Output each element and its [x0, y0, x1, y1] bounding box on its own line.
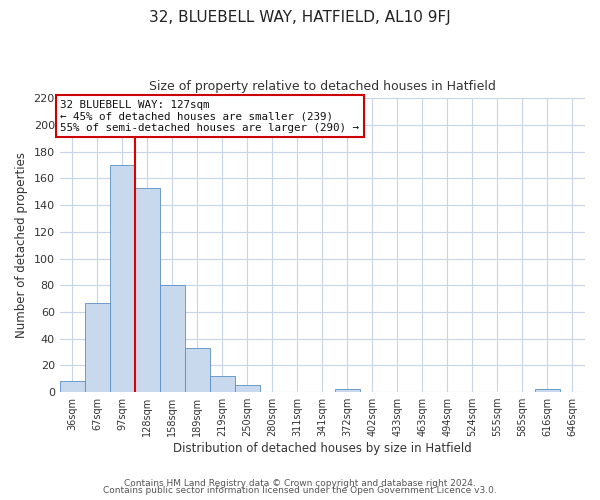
- Bar: [160, 286, 185, 392]
- X-axis label: Distribution of detached houses by size in Hatfield: Distribution of detached houses by size …: [173, 442, 472, 455]
- Text: Contains HM Land Registry data © Crown copyright and database right 2024.: Contains HM Land Registry data © Crown c…: [124, 478, 476, 488]
- Bar: [135, 188, 160, 392]
- Bar: [85, 302, 110, 392]
- Text: Contains public sector information licensed under the Open Government Licence v3: Contains public sector information licen…: [103, 486, 497, 495]
- Bar: [110, 165, 135, 392]
- Text: 32 BLUEBELL WAY: 127sqm
← 45% of detached houses are smaller (239)
55% of semi-d: 32 BLUEBELL WAY: 127sqm ← 45% of detache…: [60, 100, 359, 133]
- Y-axis label: Number of detached properties: Number of detached properties: [15, 152, 28, 338]
- Bar: [185, 348, 210, 392]
- Bar: [235, 386, 260, 392]
- Bar: [59, 382, 85, 392]
- Title: Size of property relative to detached houses in Hatfield: Size of property relative to detached ho…: [149, 80, 496, 93]
- Bar: [335, 390, 360, 392]
- Text: 32, BLUEBELL WAY, HATFIELD, AL10 9FJ: 32, BLUEBELL WAY, HATFIELD, AL10 9FJ: [149, 10, 451, 25]
- Bar: [210, 376, 235, 392]
- Bar: [535, 390, 560, 392]
